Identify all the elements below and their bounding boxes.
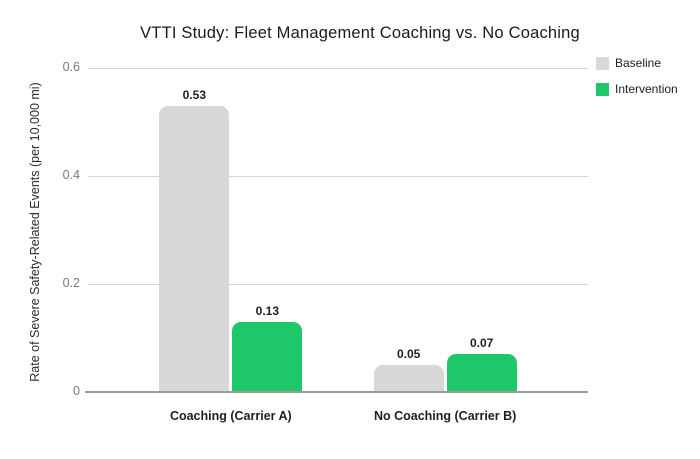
gridline	[88, 284, 588, 285]
legend-label: Intervention	[615, 82, 678, 96]
legend-swatch-icon	[596, 82, 609, 96]
bar-value-label: 0.05	[396, 347, 421, 361]
y-tick-label: 0.6	[62, 60, 80, 74]
bar-value-label: 0.53	[182, 87, 206, 102]
bar-baseline-1	[159, 105, 230, 392]
y-tick-label: 0.4	[62, 168, 80, 182]
legend-item-intervention: Intervention	[596, 82, 678, 96]
x-axis-line	[85, 391, 588, 393]
legend-item-baseline: Baseline	[596, 56, 678, 70]
bar-value-label: 0.07	[469, 336, 494, 351]
y-tick-label: 0.2	[62, 276, 80, 290]
x-category-label: No Coaching (Carrier B)	[373, 409, 517, 423]
legend-label: Baseline	[615, 56, 662, 70]
gridline	[88, 176, 588, 177]
chart-title: VTTI Study: Fleet Management Coaching vs…	[140, 24, 580, 42]
gridline	[88, 68, 588, 69]
bar-value-label: 0.13	[255, 303, 279, 318]
legend: Baseline Intervention	[596, 56, 678, 108]
y-axis-title-text: Rate of Severe Safety-Related Events (pe…	[28, 82, 42, 382]
bar-baseline-2	[373, 365, 444, 392]
y-tick-label: 0	[73, 384, 80, 398]
legend-swatch-icon	[596, 56, 609, 70]
x-category-label: Coaching (Carrier A)	[169, 409, 292, 423]
plot-area: 0.53 0.13 0.05 0.07	[88, 68, 588, 392]
bar-intervention-2	[446, 354, 517, 392]
bar-intervention-1	[232, 321, 303, 392]
